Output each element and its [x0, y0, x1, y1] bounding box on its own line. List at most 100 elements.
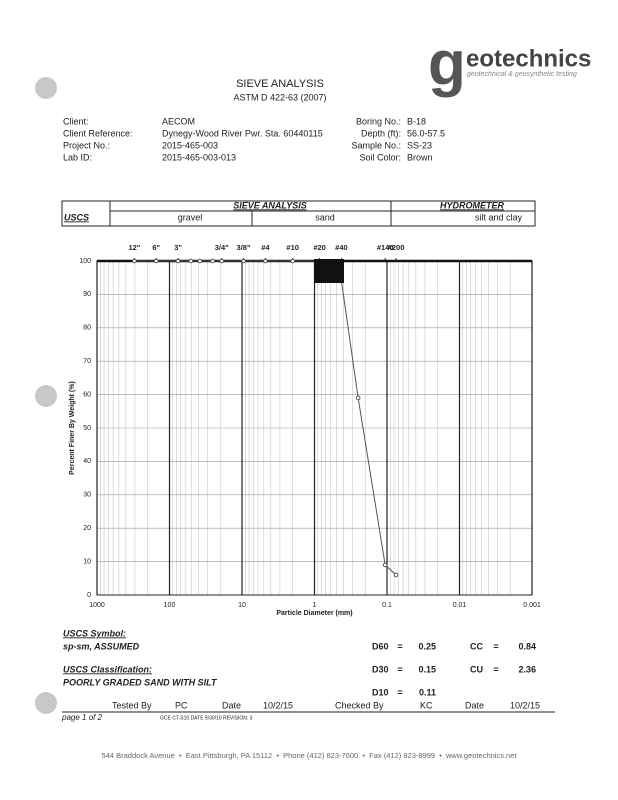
data-point — [175, 258, 181, 264]
result-label: D30 — [372, 664, 389, 674]
form-id: GCE CT-S10 DATE 9/30/10 REVISION: 3 — [160, 715, 253, 721]
data-point — [393, 572, 399, 578]
logo-tagline: geotechnical & geosynthetic testing — [467, 71, 577, 78]
result-value: 0.11 — [419, 687, 436, 697]
sieve-label: #200 — [388, 243, 405, 252]
uscs-class: POORLY GRADED SAND WITH SILT — [63, 677, 218, 687]
signoff-label: Tested By — [112, 700, 152, 710]
y-tick-label: 10 — [83, 558, 91, 565]
logo-text: eotechnics — [466, 45, 591, 72]
y-tick-label: 100 — [79, 258, 91, 265]
info-label: Soil Color: — [359, 152, 401, 162]
x-tick-label: 100 — [164, 602, 176, 609]
y-tick-label: 20 — [83, 525, 91, 532]
sieve-label: 12" — [128, 243, 140, 252]
result-label: = — [493, 641, 498, 651]
subtitle: ASTM D 422-63 (2007) — [233, 92, 326, 102]
result-label: = — [397, 641, 402, 651]
data-point — [210, 258, 215, 264]
punch-hole — [35, 77, 57, 99]
info-label: Boring No.: — [356, 116, 401, 126]
data-point — [241, 258, 246, 264]
uscs-symbol: sp-sm, ASSUMED — [63, 641, 140, 651]
data-point — [382, 562, 388, 568]
class-sand: sand — [315, 212, 335, 222]
result-label: = — [397, 687, 402, 697]
signoff-value: PC — [175, 700, 188, 710]
y-axis-label: Percent Finer By Weight (%) — [69, 381, 76, 475]
y-tick-label: 70 — [83, 358, 91, 365]
y-tick-label: 90 — [83, 291, 91, 298]
result-value: 0.15 — [418, 664, 436, 674]
data-point — [219, 258, 225, 264]
result-label: = — [493, 664, 498, 674]
punch-hole — [35, 692, 57, 714]
info-value: 2015-465-003-013 — [162, 152, 236, 162]
punch-hole — [35, 385, 57, 407]
info-label: Client Reference: — [63, 128, 133, 138]
y-tick-label: 40 — [83, 458, 91, 465]
signoff-value: KC — [420, 700, 433, 710]
result-label: CC — [470, 641, 483, 651]
class-sieve: SIEVE ANALYSIS — [233, 200, 307, 210]
y-tick-label: 50 — [83, 425, 91, 432]
signoff-label: Date — [465, 700, 484, 710]
info-value: SS-23 — [407, 140, 432, 150]
sieve-label: 3/4" — [215, 243, 229, 252]
result-value: 0.25 — [418, 641, 436, 651]
result-label: CU — [470, 664, 483, 674]
class-hydrometer: HYDROMETER — [440, 200, 505, 210]
x-tick-label: 1 — [313, 602, 317, 609]
x-tick-label: 1000 — [89, 602, 105, 609]
data-point — [197, 258, 203, 264]
x-tick-label: 0.01 — [453, 602, 467, 609]
sieve-label: #10 — [286, 243, 299, 252]
signoff-label: Date — [222, 700, 241, 710]
sieve-label: #20 — [313, 243, 326, 252]
sieve-label: #140 — [377, 243, 394, 252]
class-system: USCS — [64, 212, 89, 222]
x-axis-label: Particle Diameter (mm) — [276, 610, 352, 617]
uscs-class-label: USCS Classification: — [63, 664, 152, 674]
info-label: Lab ID: — [63, 152, 92, 162]
title: SIEVE ANALYSIS — [236, 78, 324, 90]
result-label: = — [397, 664, 402, 674]
page-number: page 1 of 2 — [61, 713, 103, 722]
sieve-label: #4 — [261, 243, 270, 252]
y-tick-label: 0 — [87, 592, 91, 599]
results: D60 = 0.25 CC = 0.84 D30 = 0.15 CU = 2.36 D10 = 0.11 — [372, 641, 536, 697]
x-tick-label: 10 — [238, 602, 246, 609]
address: 544 Braddock Avenue • East Pittsburgh, P… — [102, 751, 518, 760]
data-point — [355, 395, 361, 401]
info-value: 56.0-57.5 — [407, 128, 445, 138]
x-tick-label: 0.1 — [382, 602, 392, 609]
sieve-label: #40 — [335, 243, 348, 252]
uscs-symbol-label: USCS Symbol: — [63, 628, 126, 638]
sieve-label: 3" — [174, 243, 182, 252]
info-value: B-18 — [407, 116, 426, 126]
info-value: Dynegy-Wood River Pwr. Sta. 60440115 — [162, 128, 323, 138]
info-label: Project No.: — [63, 140, 110, 150]
data-point — [263, 258, 268, 264]
data-point — [132, 258, 137, 264]
marker-block — [314, 259, 344, 283]
info-value: 2015-465-003 — [162, 140, 218, 150]
info-value: AECOM — [162, 116, 195, 126]
result-value: 0.84 — [518, 641, 536, 651]
signoff-label: Checked By — [335, 700, 384, 710]
info-label: Depth (ft): — [361, 128, 401, 138]
y-tick-label: 60 — [83, 391, 91, 398]
info-label: Client: — [63, 116, 89, 126]
result-label: D10 — [372, 687, 389, 697]
logo-g: g — [428, 29, 466, 98]
info-block: Client: AECOM Client Reference: Dynegy-Wood… — [63, 116, 445, 162]
info-label: Sample No.: — [351, 140, 401, 150]
result-label: D60 — [372, 641, 389, 651]
y-tick-label: 30 — [83, 492, 91, 499]
sieve-label: 6" — [152, 243, 160, 252]
data-point — [188, 258, 194, 264]
sieve-label: 3/8" — [237, 243, 251, 252]
x-tick-label: 0.001 — [523, 602, 541, 609]
